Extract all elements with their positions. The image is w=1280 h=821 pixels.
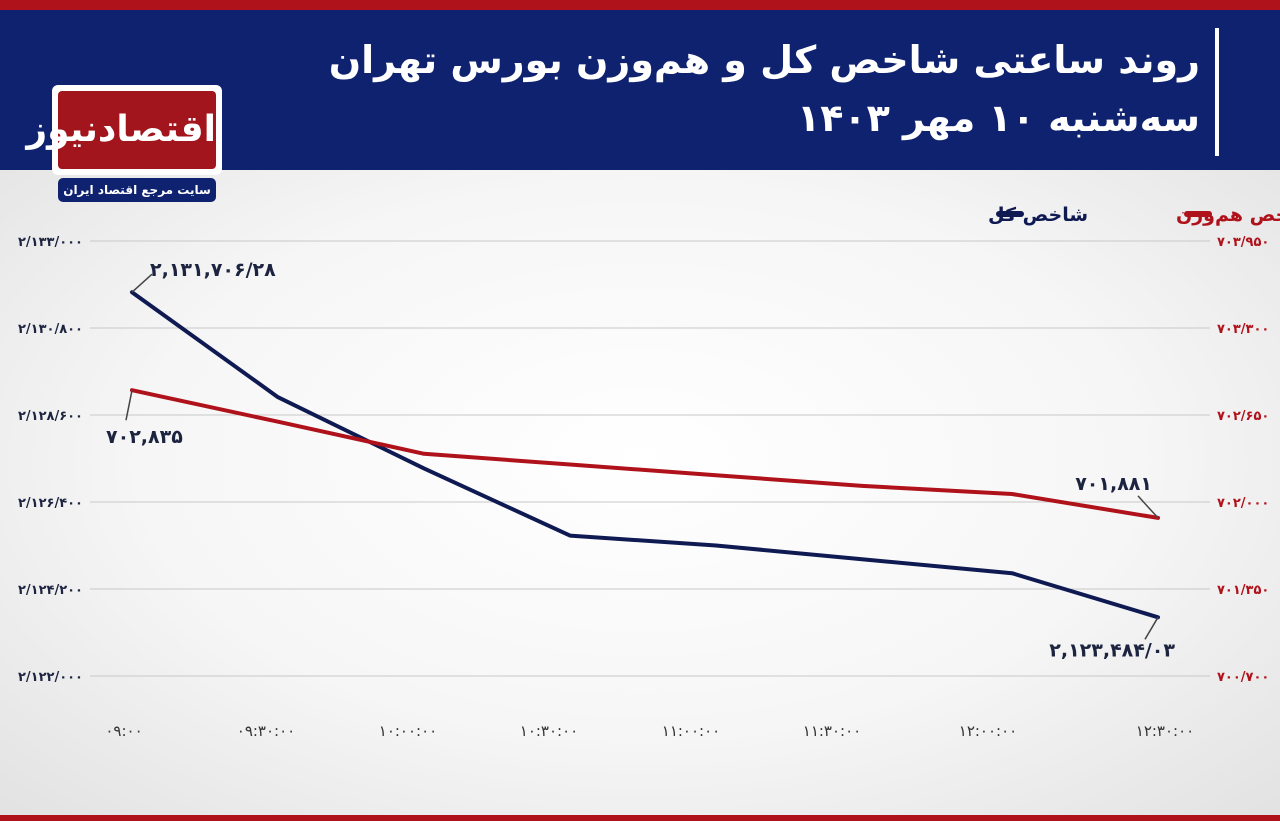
x-tick-label: ۱۲:۰۰:۰۰ (959, 722, 1017, 740)
y-left-tick-label: ۲/۱۳۰/۸۰۰ (18, 322, 83, 337)
y-right-tick-label: ۷۰۱/۳۵۰ (1217, 583, 1269, 598)
page-title: روند ساعتی شاخص کل و هم‌وزن بورس تهران (328, 38, 1200, 82)
legend-label: شاخص کل (988, 204, 1088, 226)
page-subtitle-date: سه‌شنبه ۱۰ مهر ۱۴۰۳ (797, 96, 1200, 140)
leader-line (125, 390, 133, 421)
y-left-tick-label: ۲/۱۲۴/۲۰۰ (18, 583, 83, 598)
legend-label: شاخص هم‌وزن (1176, 204, 1280, 226)
brand-tagline: سایت مرجع اقتصاد ایران (58, 178, 216, 202)
brand-logo: اقتصادنیوز (26, 91, 216, 169)
series-line (130, 388, 1160, 520)
legend-swatch (996, 211, 1024, 217)
y-left-tick-label: ۲/۱۲۲/۰۰۰ (18, 670, 83, 685)
y-right-tick-label: ۷۰۲/۶۵۰ (1217, 409, 1269, 424)
y-right-tick-label: ۷۰۲/۰۰۰ (1217, 496, 1269, 511)
legend-swatch (1184, 211, 1212, 217)
top-accent-line (0, 0, 1280, 10)
series-line (130, 290, 1160, 620)
data-label: ۷۰۲,۸۳۵ (106, 426, 183, 448)
y-right-tick-label: ۷۰۳/۳۰۰ (1217, 322, 1269, 337)
y-right-tick-label: ۷۰۰/۷۰۰ (1217, 670, 1269, 685)
data-label: ۲,۱۲۳,۴۸۴/۰۳ (1049, 639, 1175, 661)
chart-background (0, 170, 1280, 815)
y-left-tick-label: ۲/۱۲۶/۴۰۰ (18, 496, 83, 511)
x-tick-label: ۱۱:۳۰:۰۰ (803, 722, 861, 740)
x-tick-label: ۱۰:۰۰:۰۰ (379, 722, 437, 740)
x-tick-label: ۱۲:۳۰:۰۰ (1136, 722, 1194, 740)
data-label: ۲,۱۳۱,۷۰۶/۲۸ (150, 259, 276, 281)
leader-line (131, 273, 153, 293)
title-divider (1215, 28, 1219, 156)
y-left-tick-label: ۲/۱۲۸/۶۰۰ (18, 409, 83, 424)
leader-line (1144, 616, 1159, 640)
x-tick-label: ۱۰:۳۰:۰۰ (520, 722, 578, 740)
leader-line (1137, 495, 1159, 519)
x-tick-label: ۰۹:۰۰ (105, 722, 142, 740)
bottom-accent-line (0, 815, 1280, 821)
data-label: ۷۰۱,۸۸۱ (1075, 473, 1152, 495)
y-right-tick-label: ۷۰۳/۹۵۰ (1217, 235, 1269, 250)
x-tick-label: ۱۱:۰۰:۰۰ (662, 722, 720, 740)
y-left-tick-label: ۲/۱۳۳/۰۰۰ (18, 235, 83, 250)
x-tick-label: ۰۹:۳۰:۰۰ (237, 722, 295, 740)
